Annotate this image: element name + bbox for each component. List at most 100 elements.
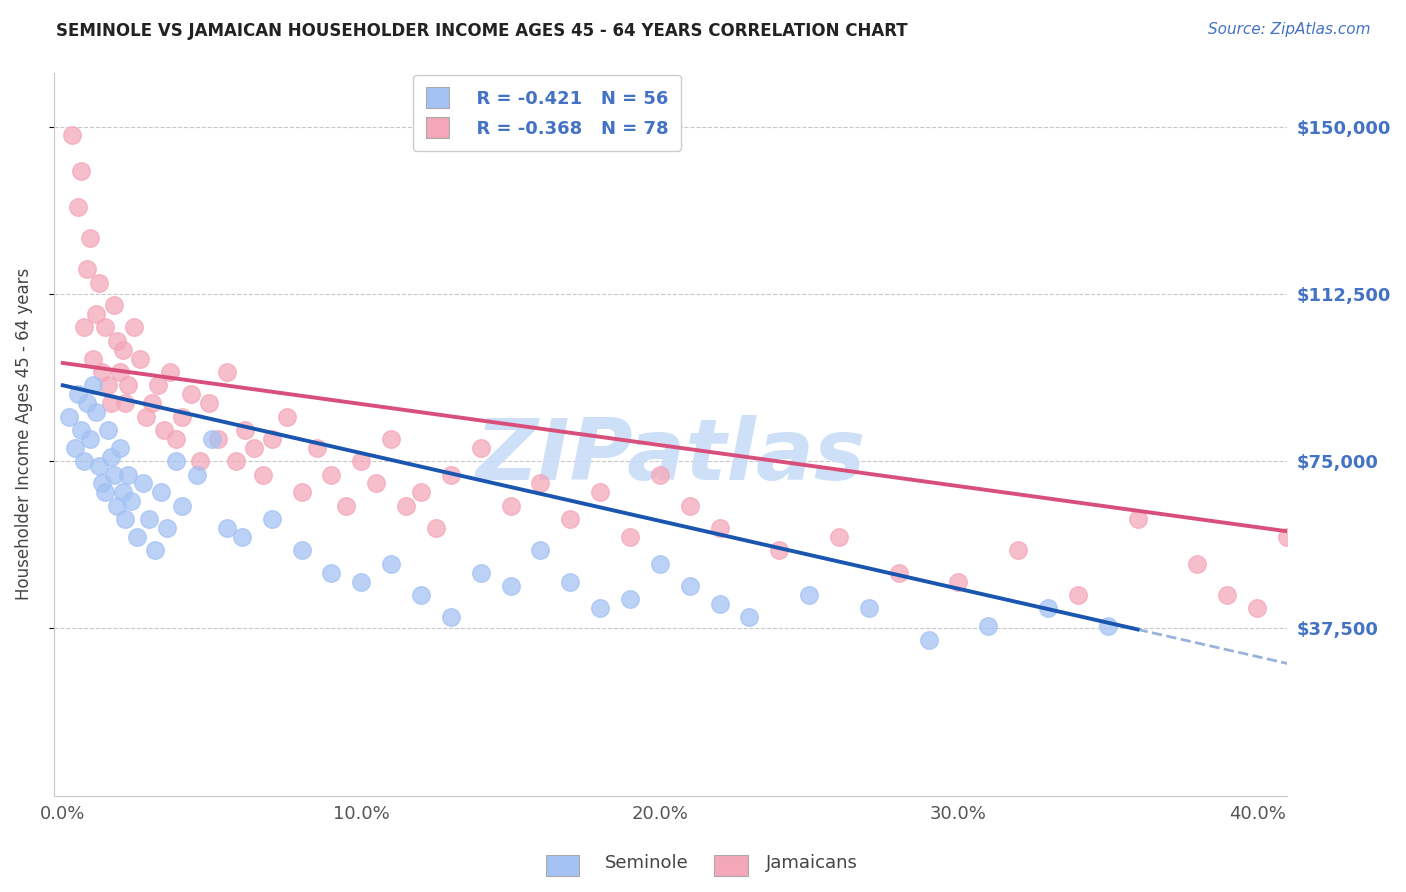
Point: [90, 476, 112, 491]
Text: Source: ZipAtlas.com: Source: ZipAtlas.com: [1208, 22, 1371, 37]
Point: [305, 441, 328, 455]
Point: [186, 467, 208, 482]
Point: [321, 467, 343, 482]
Point: [156, 521, 179, 535]
Point: [172, 499, 194, 513]
Point: [132, 476, 155, 491]
Point: [69, 164, 91, 178]
Point: [127, 530, 149, 544]
Point: [560, 574, 582, 589]
Point: [648, 467, 671, 482]
Point: [619, 592, 641, 607]
Point: [589, 601, 612, 615]
Point: [111, 485, 134, 500]
Point: [1036, 601, 1059, 615]
Point: [409, 588, 432, 602]
Point: [948, 574, 970, 589]
Point: [1126, 512, 1149, 526]
Point: [738, 610, 761, 624]
Point: [215, 365, 238, 379]
Point: [82, 378, 104, 392]
Point: [380, 432, 402, 446]
Point: [73, 454, 96, 468]
Text: Seminole: Seminole: [605, 855, 689, 872]
Point: [111, 343, 134, 357]
Text: ZIPatlas: ZIPatlas: [475, 415, 866, 498]
Point: [60, 128, 83, 143]
Point: [231, 530, 253, 544]
Point: [560, 512, 582, 526]
Point: [201, 432, 224, 446]
Point: [499, 499, 522, 513]
Point: [409, 485, 432, 500]
Point: [1275, 530, 1298, 544]
Text: SEMINOLE VS JAMAICAN HOUSEHOLDER INCOME AGES 45 - 64 YEARS CORRELATION CHART: SEMINOLE VS JAMAICAN HOUSEHOLDER INCOME …: [56, 22, 908, 40]
Point: [440, 467, 463, 482]
Point: [76, 262, 98, 277]
Point: [1395, 619, 1406, 633]
Point: [276, 409, 298, 424]
Point: [529, 476, 551, 491]
Point: [97, 378, 120, 392]
Point: [63, 441, 86, 455]
Point: [425, 521, 447, 535]
Point: [709, 521, 731, 535]
Point: [180, 387, 202, 401]
Point: [799, 588, 821, 602]
Point: [82, 351, 104, 366]
Point: [679, 499, 702, 513]
Point: [76, 396, 98, 410]
Y-axis label: Householder Income Ages 45 - 64 years: Householder Income Ages 45 - 64 years: [15, 268, 32, 600]
Point: [1187, 557, 1209, 571]
Point: [84, 307, 107, 321]
Point: [103, 467, 125, 482]
Point: [470, 566, 492, 580]
Point: [198, 396, 221, 410]
Point: [87, 276, 110, 290]
Point: [679, 579, 702, 593]
Text: Jamaicans: Jamaicans: [766, 855, 858, 872]
Point: [291, 543, 314, 558]
Point: [129, 351, 152, 366]
Point: [79, 432, 101, 446]
Point: [159, 365, 181, 379]
Point: [138, 512, 160, 526]
Point: [150, 485, 173, 500]
Point: [887, 566, 910, 580]
Point: [529, 543, 551, 558]
Point: [124, 320, 146, 334]
Point: [172, 409, 194, 424]
Point: [114, 396, 136, 410]
Point: [440, 610, 463, 624]
Point: [1246, 601, 1268, 615]
Point: [260, 512, 283, 526]
Point: [395, 499, 418, 513]
Point: [243, 441, 266, 455]
Point: [335, 499, 357, 513]
Point: [470, 441, 492, 455]
Point: [350, 574, 373, 589]
Point: [1365, 543, 1388, 558]
Point: [188, 454, 211, 468]
Point: [207, 432, 229, 446]
Point: [225, 454, 247, 468]
Point: [499, 579, 522, 593]
Point: [108, 441, 131, 455]
Point: [84, 405, 107, 419]
Point: [114, 512, 136, 526]
Point: [252, 467, 274, 482]
Point: [135, 409, 157, 424]
Point: [100, 450, 122, 464]
Point: [1067, 588, 1090, 602]
Point: [105, 334, 128, 348]
Point: [143, 543, 166, 558]
Point: [165, 454, 187, 468]
Point: [90, 365, 112, 379]
Point: [619, 530, 641, 544]
Point: [291, 485, 314, 500]
Point: [66, 200, 89, 214]
Point: [148, 378, 170, 392]
Point: [648, 557, 671, 571]
Point: [1097, 619, 1119, 633]
Point: [93, 320, 115, 334]
